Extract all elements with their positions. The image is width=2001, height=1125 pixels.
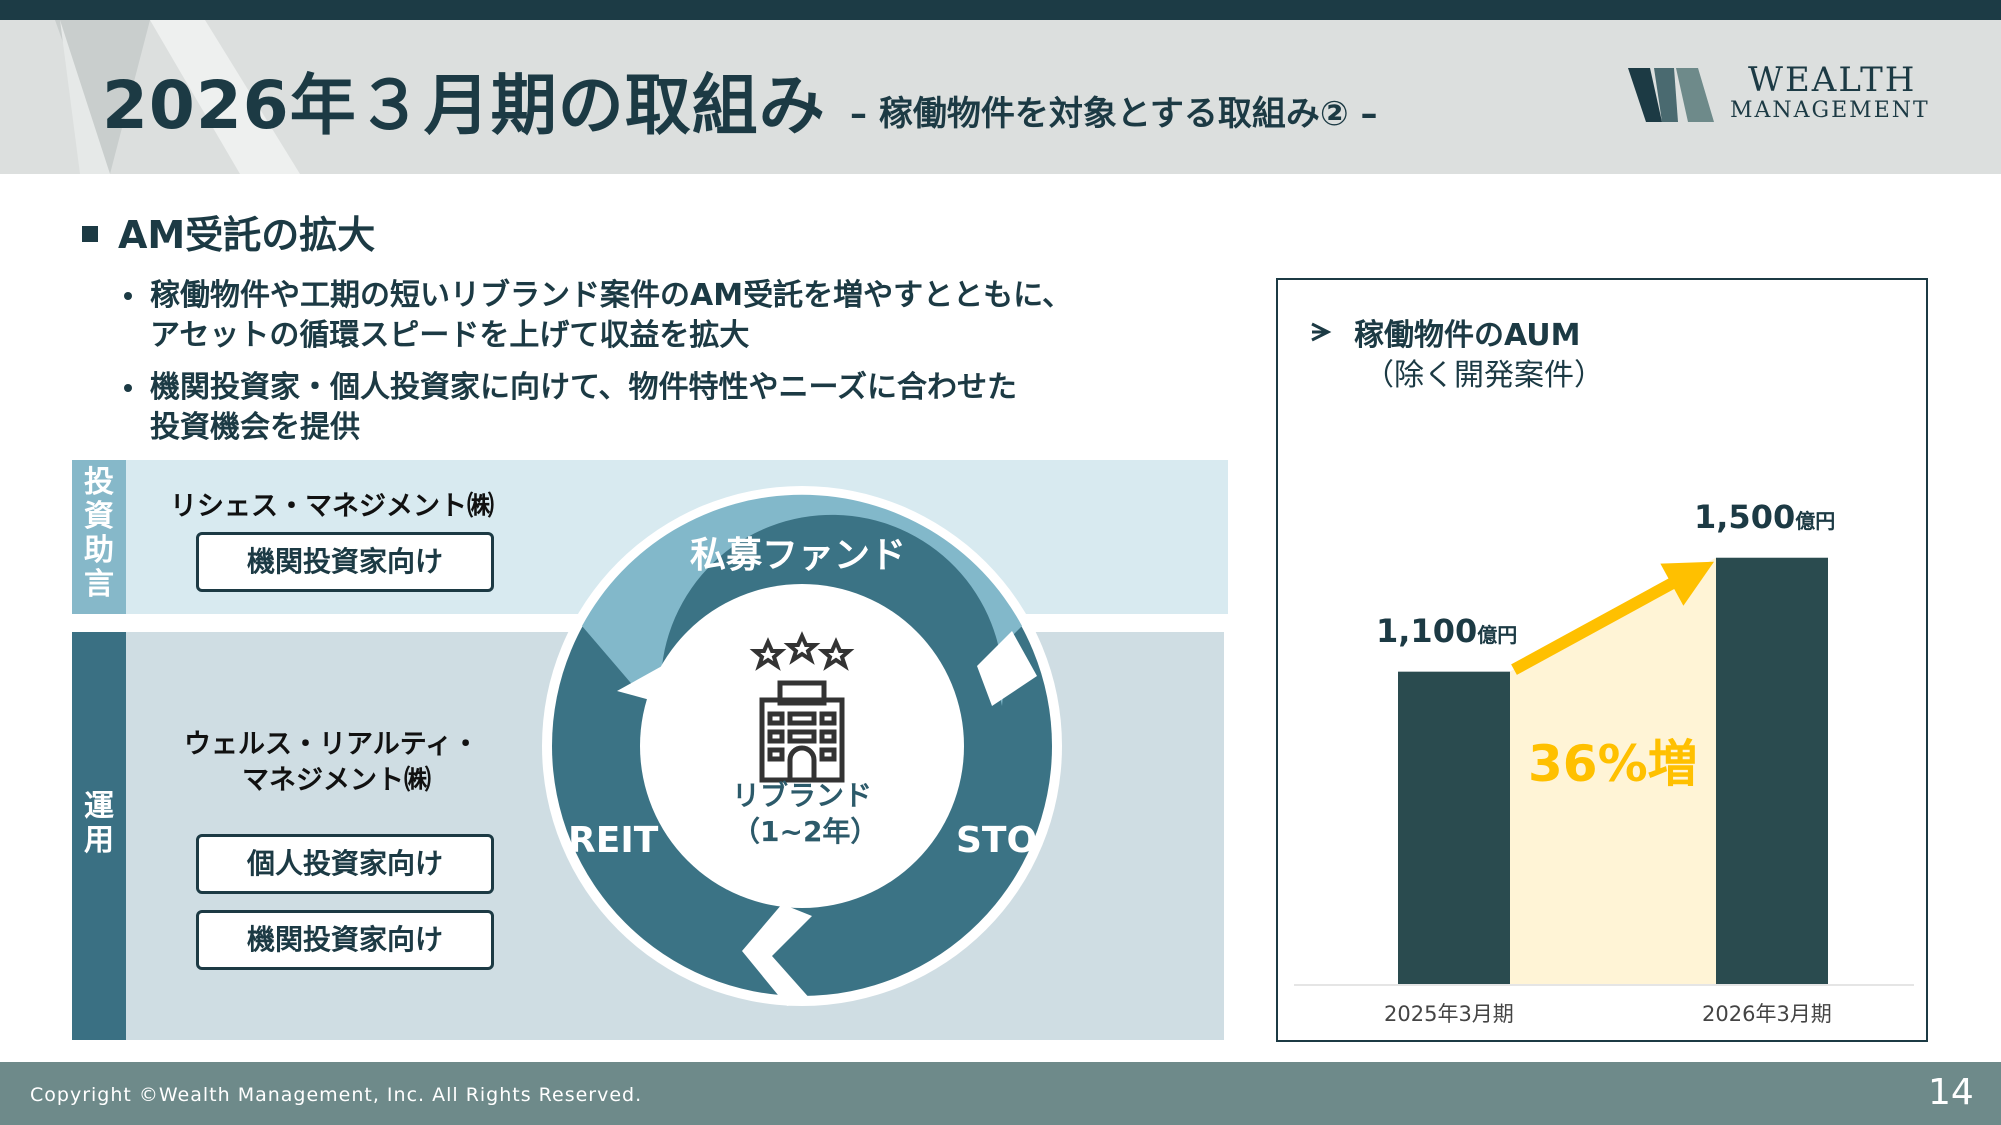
bar-2025-value-label: 1,100億円: [1376, 611, 1518, 650]
wealth-logo-icon: [1628, 68, 1714, 122]
page-subtitle: – 稼働物件を対象とする取組み② –: [850, 94, 1378, 134]
aum-chart-panel: 稼働物件のAUM （除く開発案件） 1,100億円 1,500億円 36%増 2…: [1276, 278, 1928, 1042]
header-decoration: [55, 20, 300, 174]
square-bullet-icon: [82, 226, 98, 242]
chart-subtitle: （除く開発案件）: [1364, 358, 1604, 393]
bar-2026: [1716, 557, 1828, 985]
aum-chart: [1294, 322, 1914, 986]
bullet-1-line-1: 稼働物件や工期の短いリブランド案件のAM受託を増やすとともに、: [150, 278, 1073, 313]
building-icon: [759, 680, 845, 783]
cycle-label-sto: STO: [956, 820, 1038, 861]
bullet-1-line-2: アセットの循環スピードを上げて収益を拡大: [150, 318, 750, 353]
page-number: 14: [1928, 1072, 1974, 1113]
bar-2026-value-label: 1,500億円: [1694, 497, 1836, 536]
company-2-pill-individual: 個人投資家向け: [196, 834, 494, 894]
center-label-line-1: リブランド: [732, 779, 873, 812]
chart-title: 稼働物件のAUM: [1354, 318, 1581, 353]
bar-2025: [1398, 671, 1510, 985]
cycle-label-reit: REIT: [568, 820, 659, 861]
cycle-segment-private-fund: [582, 494, 1022, 706]
company-2-name-line-2: マネジメント㈱: [242, 765, 431, 796]
bullet-2-line-2: 投資機会を提供: [150, 410, 360, 445]
copyright-text: Copyright ©Wealth Management, Inc. All R…: [30, 1084, 643, 1106]
stars-icon: [749, 631, 855, 671]
bullet-dot-icon: [124, 292, 132, 300]
x-tick-2026: 2026年3月期: [1702, 1002, 1832, 1026]
section-heading: AM受託の拡大: [118, 213, 376, 257]
arrow-bullet-icon: [1311, 322, 1332, 342]
x-tick-2025: 2025年3月期: [1384, 1002, 1514, 1026]
company-1-name: リシェス・マネジメント㈱: [170, 491, 494, 522]
page-title: 2026年３月期の取組み: [102, 67, 826, 144]
company-2-name-line-1: ウェルス・リアルティ・: [184, 729, 480, 760]
bullet-2-line-1: 機関投資家・個人投資家に向けて、物件特性やニーズに合わせた: [150, 370, 1017, 405]
logo-wordmark-bottom: MANAGEMENT: [1730, 98, 1930, 123]
logo-wordmark-top: WEALTH: [1748, 60, 1917, 100]
growth-arrow-head-icon: [1660, 561, 1714, 606]
side-label-operation: 運用: [84, 789, 114, 858]
center-label-line-2: （1~2年）: [732, 815, 879, 848]
operation-side-bar: [72, 632, 126, 1040]
am-cycle-diagram: 投資助言 運用 リシェス・マネジメント㈱ 機関投資家向け ウェルス・リアルティ・…: [72, 460, 1228, 1040]
cycle-label-private-fund: 私募ファンド: [690, 535, 907, 576]
increase-fill-area: [1510, 557, 1716, 985]
growth-arrow: [1511, 570, 1689, 675]
company-2-pill-institutional: 機関投資家向け: [196, 910, 494, 970]
side-label-advisory: 投資助言: [84, 465, 114, 602]
increase-annotation: 36%増: [1528, 735, 1698, 793]
footer-bar: [0, 1062, 2001, 1125]
top-bar: [0, 0, 2001, 20]
bullet-dot-icon: [124, 384, 132, 392]
company-1-pill: 機関投資家向け: [196, 532, 494, 592]
advisory-side-bar: [72, 460, 126, 614]
